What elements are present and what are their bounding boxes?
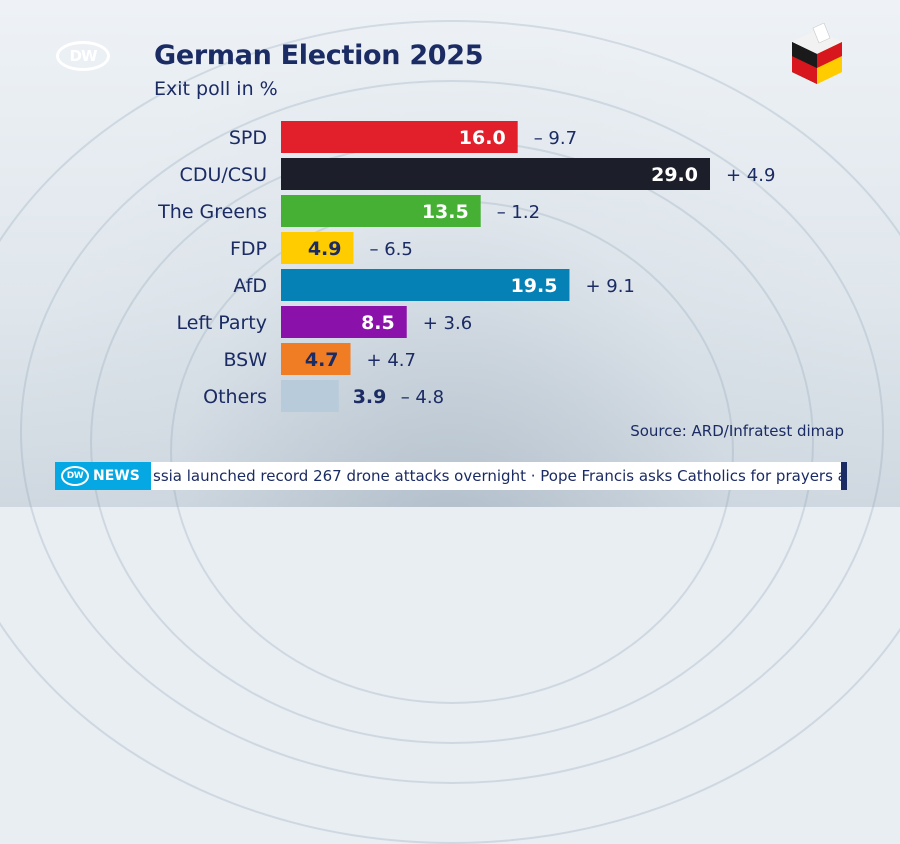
value-label-bsw: 4.7 bbox=[305, 349, 339, 371]
source-note: Source: ARD/Infratest dimap bbox=[630, 422, 844, 440]
chart-title: German Election 2025 bbox=[154, 40, 484, 71]
value-label-left-party: 8.5 bbox=[361, 312, 395, 334]
party-label-afd: AfD bbox=[233, 275, 267, 297]
bar-spd bbox=[281, 121, 518, 153]
bar-fdp bbox=[281, 232, 354, 264]
change-label-left-party: + 3.6 bbox=[423, 313, 472, 334]
value-label-the-greens: 13.5 bbox=[422, 201, 469, 223]
value-label-cdu-csu: 29.0 bbox=[651, 164, 698, 186]
change-label-spd: – 9.7 bbox=[534, 128, 577, 149]
dw-news-logo: DW bbox=[61, 466, 89, 486]
ticker-text: ssia launched record 267 drone attacks o… bbox=[153, 467, 841, 485]
bar-bsw bbox=[281, 343, 351, 375]
change-label-bsw: + 4.7 bbox=[367, 350, 416, 371]
party-label-left-party: Left Party bbox=[176, 312, 267, 334]
ticker-end-cap bbox=[841, 462, 847, 490]
dw-logo: DW bbox=[56, 41, 110, 71]
change-label-cdu-csu: + 4.9 bbox=[726, 165, 775, 186]
chart-subtitle: Exit poll in % bbox=[154, 78, 278, 100]
bar-the-greens bbox=[281, 195, 481, 227]
value-label-fdp: 4.9 bbox=[308, 238, 342, 260]
party-label-others: Others bbox=[203, 386, 267, 408]
value-label-afd: 19.5 bbox=[511, 275, 558, 297]
bar-cdu-csu bbox=[281, 158, 710, 190]
change-label-others: – 4.8 bbox=[401, 387, 444, 408]
party-label-the-greens: The Greens bbox=[157, 201, 267, 223]
ballot-box-icon bbox=[792, 22, 842, 84]
bar-left-party bbox=[281, 306, 407, 338]
value-label-others: 3.9 bbox=[353, 386, 387, 408]
bar-others bbox=[281, 380, 339, 412]
change-label-fdp: – 6.5 bbox=[369, 239, 412, 260]
ticker-badge: DW NEWS bbox=[55, 462, 151, 490]
ticker-label: NEWS bbox=[93, 468, 140, 484]
party-label-fdp: FDP bbox=[230, 238, 267, 260]
party-label-cdu-csu: CDU/CSU bbox=[180, 164, 267, 186]
bar-afd bbox=[281, 269, 570, 301]
bar-chart: SPD 16.0 – 9.7 CDU/CSU 29.0 + 4.9 The Greens 13… bbox=[157, 121, 775, 412]
change-label-afd: + 9.1 bbox=[585, 276, 634, 297]
party-label-spd: SPD bbox=[229, 127, 267, 149]
party-label-bsw: BSW bbox=[223, 349, 267, 371]
value-label-spd: 16.0 bbox=[459, 127, 506, 149]
change-label-the-greens: – 1.2 bbox=[497, 202, 540, 223]
news-ticker[interactable]: DW NEWS ssia launched record 267 drone a… bbox=[55, 462, 847, 490]
